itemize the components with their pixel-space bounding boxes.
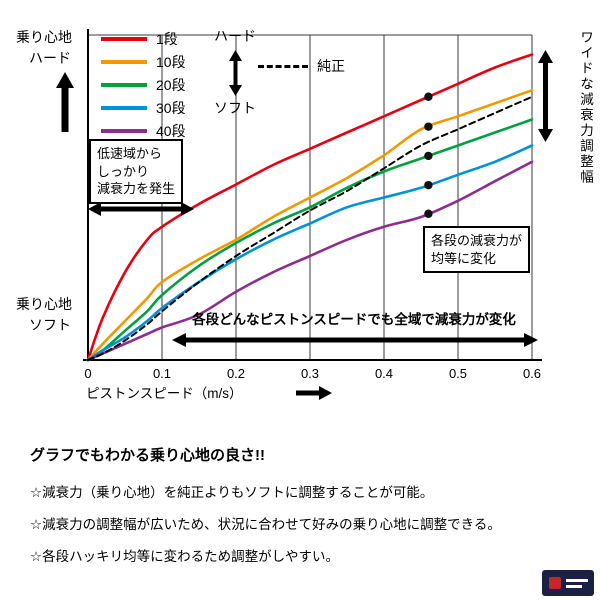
brand-logo-bar	[566, 579, 588, 582]
x-tick-label: 0.5	[449, 366, 467, 381]
legend: 1段 10段 20段 30段 40段	[101, 30, 186, 139]
footer-bullet: ☆減衰力（乗り心地）を純正よりもソフトに調整することが可能。	[30, 485, 434, 500]
x-tick-label: 0.1	[153, 366, 171, 381]
annotation-line: 各段の減衰力が	[431, 233, 523, 248]
legend-swatch-purple	[101, 128, 147, 133]
footer-text-block: グラフでもわかる乗り心地の良さ!! ☆減衰力（乗り心地）を純正よりもソフトに調整…	[30, 444, 590, 577]
full-range-note: 各段どんなピストンスピードでも全域で減衰力が変化	[192, 312, 516, 327]
legend-label: 20段	[156, 76, 186, 93]
plot-svg: 0 0.1 0.2 0.3 0.4 0.5 0.6	[83, 29, 542, 381]
harder-direction-up-arrow-icon	[56, 72, 74, 132]
brand-logo	[542, 570, 594, 596]
stock-label: 純正	[317, 58, 345, 74]
hard-label: ハード	[29, 50, 71, 66]
legend-label: 40段	[156, 122, 186, 139]
x-tick-label: 0.6	[523, 366, 541, 381]
series-純正	[87, 95, 533, 361]
y-axis-hard-label: 乗り心地 ハード	[16, 27, 72, 69]
annotation-line: しっかり	[97, 163, 150, 179]
wide-adjustment-range-label: ワイドな減衰力調整幅	[578, 30, 593, 185]
legend-swatch-orange	[101, 59, 147, 64]
ride-comfort-label: 乗り心地	[16, 296, 72, 312]
x-tick-label: 0.2	[227, 366, 245, 381]
brand-logo-mark	[549, 577, 561, 589]
legend-item-20dan: 20段	[101, 76, 186, 93]
legend-hard-soft-scale: ハード ソフト	[206, 28, 264, 117]
annotation-line: 減衰力を発生	[97, 181, 176, 197]
footer-title: グラフでもわかる乗り心地の良さ!!	[30, 447, 265, 464]
legend-item-1dan: 1段	[101, 30, 186, 47]
series-30段	[86, 144, 534, 362]
brand-logo-bar	[566, 585, 582, 588]
ride-comfort-label: 乗り心地	[16, 29, 72, 45]
hard-label: ハード	[214, 28, 256, 44]
legend-swatch-blue	[101, 105, 147, 110]
annotation-line: 低速域から	[97, 146, 163, 161]
x-axis-label: ピストンスピード（m/s）	[86, 386, 243, 401]
legend-item-10dan: 10段	[101, 53, 186, 70]
soft-label: ソフト	[214, 100, 256, 116]
legend-item-30dan: 30段	[101, 99, 186, 116]
series-1段	[86, 53, 534, 362]
footer-bullet: ☆各段ハッキリ均等に変わるため調整がしやすい。	[30, 549, 339, 564]
annotation-line: 均等に変化	[431, 250, 497, 266]
legend-swatch-green	[101, 82, 147, 87]
data-dot-40段	[424, 209, 433, 218]
up-down-arrow-icon	[228, 50, 242, 96]
legend-item-40dan: 40段	[101, 122, 186, 139]
series-10段	[86, 89, 534, 362]
adjustment-range-up-down-arrow-icon	[538, 50, 553, 142]
x-axis-direction-arrow-icon	[296, 386, 332, 400]
x-tick-label: 0	[84, 366, 91, 381]
data-dot-30段	[424, 180, 433, 190]
legend-item-stock: 純正	[258, 56, 345, 76]
data-dot-1段	[424, 92, 433, 101]
series-20段	[86, 118, 534, 362]
low-speed-range-arrow-icon	[88, 202, 194, 216]
y-axis-soft-label: 乗り心地 ソフト	[16, 294, 72, 336]
x-tick-label: 0.4	[375, 366, 393, 381]
low-speed-annotation-box: 低速域から しっかり 減衰力を発生	[89, 139, 184, 204]
stock-dashed-line-swatch	[258, 64, 308, 68]
soft-label: ソフト	[29, 317, 71, 333]
x-tick-label: 0.3	[301, 366, 319, 381]
footer-bullet: ☆減衰力の調整幅が広いため、状況に合わせて好みの乗り心地に調整できる。	[30, 517, 501, 532]
legend-label: 30段	[156, 99, 186, 116]
equal-change-annotation-box: 各段の減衰力が 均等に変化	[423, 226, 531, 274]
legend-swatch-red	[101, 36, 147, 41]
data-dot-10段	[424, 122, 433, 131]
full-range-arrow-icon	[172, 333, 538, 347]
data-dot-20段	[424, 151, 433, 161]
series-40段	[86, 160, 534, 362]
legend-label: 10段	[156, 53, 186, 70]
legend-label: 1段	[156, 30, 178, 47]
